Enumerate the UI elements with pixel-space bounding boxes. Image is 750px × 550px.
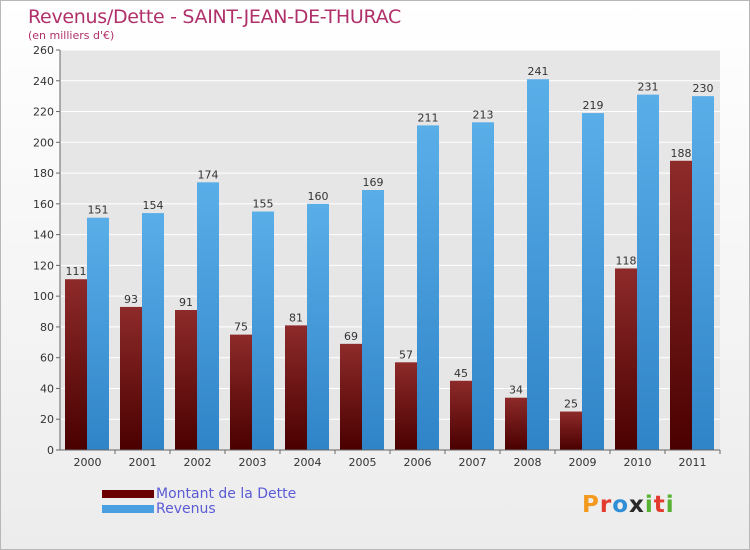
bar-revenue <box>582 113 604 451</box>
data-label-revenue: 231 <box>638 81 659 94</box>
legend-item-revenue: Revenus <box>102 500 296 517</box>
y-tick-label: 0 <box>47 444 54 457</box>
bar-debt <box>560 411 582 450</box>
bar-revenue <box>307 203 329 450</box>
y-tick-label: 140 <box>33 229 54 242</box>
bar-revenue <box>87 217 109 450</box>
data-label-revenue: 174 <box>198 168 219 181</box>
data-label-debt: 75 <box>234 321 248 334</box>
axes: 0 20 40 60 80 100 120 140 160 180 200 220 240 260 2000… <box>33 44 721 469</box>
bar-debt <box>505 397 527 450</box>
logo-letter: x <box>629 492 645 518</box>
logo-letter: P <box>582 492 600 518</box>
legend-swatch-debt <box>102 489 154 498</box>
data-labels: 111 151 93 154 91 174 75 155 81 160 69 169 57 211 45 21… <box>66 65 714 410</box>
y-tick-label: 180 <box>33 167 54 180</box>
logo-letter: r <box>599 492 613 518</box>
y-tick-label: 100 <box>33 290 54 303</box>
logo-letter: i <box>665 492 675 518</box>
chart-title: Revenus/Dette - SAINT-JEAN-DE-THURAC <box>28 6 401 28</box>
chart-subtitle: (en milliers d'€) <box>28 29 115 42</box>
bar-debt <box>615 268 637 450</box>
legend-item-debt: Montant de la Dette <box>102 485 297 502</box>
data-label-debt: 57 <box>399 348 413 361</box>
x-tick-label: 2006 <box>404 456 432 469</box>
logo-letter: t <box>653 492 666 518</box>
x-tick-label: 2008 <box>514 456 542 469</box>
bar-revenue <box>527 79 549 450</box>
data-label-debt: 91 <box>179 296 193 309</box>
plot-area <box>60 50 720 450</box>
bar-debt <box>120 306 142 450</box>
x-tick-label: 2011 <box>679 456 707 469</box>
data-label-debt: 188 <box>671 147 692 160</box>
bar-debt <box>230 334 252 450</box>
data-label-revenue: 219 <box>583 99 604 112</box>
bar-debt <box>395 362 417 450</box>
data-label-debt: 111 <box>66 265 87 278</box>
data-label-revenue: 154 <box>143 199 164 212</box>
data-label-revenue: 155 <box>253 198 274 211</box>
y-tick-label: 40 <box>40 382 54 395</box>
proxiti-logo: Proxiti <box>582 492 675 518</box>
bar-revenue <box>252 211 274 450</box>
legend-swatch-revenue <box>102 504 154 513</box>
y-tick-label: 220 <box>33 106 54 119</box>
y-tick-label: 200 <box>33 136 54 149</box>
data-label-revenue: 160 <box>308 190 329 203</box>
y-tick-label: 80 <box>40 321 54 334</box>
legend-label-revenue: Revenus <box>156 500 216 517</box>
y-tick-label: 240 <box>33 75 54 88</box>
x-tick-label: 2007 <box>459 456 487 469</box>
data-label-revenue: 230 <box>693 82 714 95</box>
bar-debt <box>670 160 692 450</box>
bar-debt <box>65 279 87 450</box>
y-tick-label: 260 <box>33 44 54 57</box>
x-tick-label: 2000 <box>74 456 102 469</box>
bar-debt <box>285 325 307 450</box>
data-label-debt: 93 <box>124 293 138 306</box>
bar-revenue <box>417 125 439 450</box>
x-tick-label: 2003 <box>239 456 267 469</box>
bar-revenue <box>142 213 164 450</box>
bar-revenue <box>637 94 659 450</box>
x-tick-label: 2010 <box>624 456 652 469</box>
bar-debt <box>340 343 362 450</box>
legend-label-debt: Montant de la Dette <box>156 485 297 502</box>
y-tick-label: 20 <box>40 413 54 426</box>
bars <box>65 79 714 451</box>
data-label-revenue: 151 <box>88 204 109 217</box>
x-tick-label: 2005 <box>349 456 377 469</box>
bar-revenue <box>197 182 219 451</box>
data-label-revenue: 213 <box>473 108 494 121</box>
y-tick-label: 120 <box>33 259 54 272</box>
bar-debt <box>175 310 197 450</box>
data-label-revenue: 211 <box>418 111 439 124</box>
data-label-debt: 81 <box>289 311 303 324</box>
data-label-revenue: 169 <box>363 176 384 189</box>
x-tick-label: 2009 <box>569 456 597 469</box>
data-label-debt: 34 <box>509 384 523 397</box>
x-tick-label: 2004 <box>294 456 322 469</box>
data-label-debt: 69 <box>344 330 358 343</box>
logo-letter: o <box>612 492 630 518</box>
bar-revenue <box>472 122 494 451</box>
x-tick-label: 2001 <box>129 456 157 469</box>
bar-debt <box>450 380 472 450</box>
legend: Montant de la Dette Revenus <box>102 485 297 517</box>
logo-letter: i <box>644 492 654 518</box>
bar-revenue <box>692 96 714 451</box>
data-label-debt: 45 <box>454 367 468 380</box>
data-label-debt: 118 <box>616 254 637 267</box>
bar-revenue <box>362 190 384 450</box>
data-label-debt: 25 <box>564 398 578 411</box>
y-tick-label: 60 <box>40 352 54 365</box>
y-tick-label: 160 <box>33 198 54 211</box>
data-label-revenue: 241 <box>528 65 549 78</box>
x-tick-label: 2002 <box>184 456 212 469</box>
